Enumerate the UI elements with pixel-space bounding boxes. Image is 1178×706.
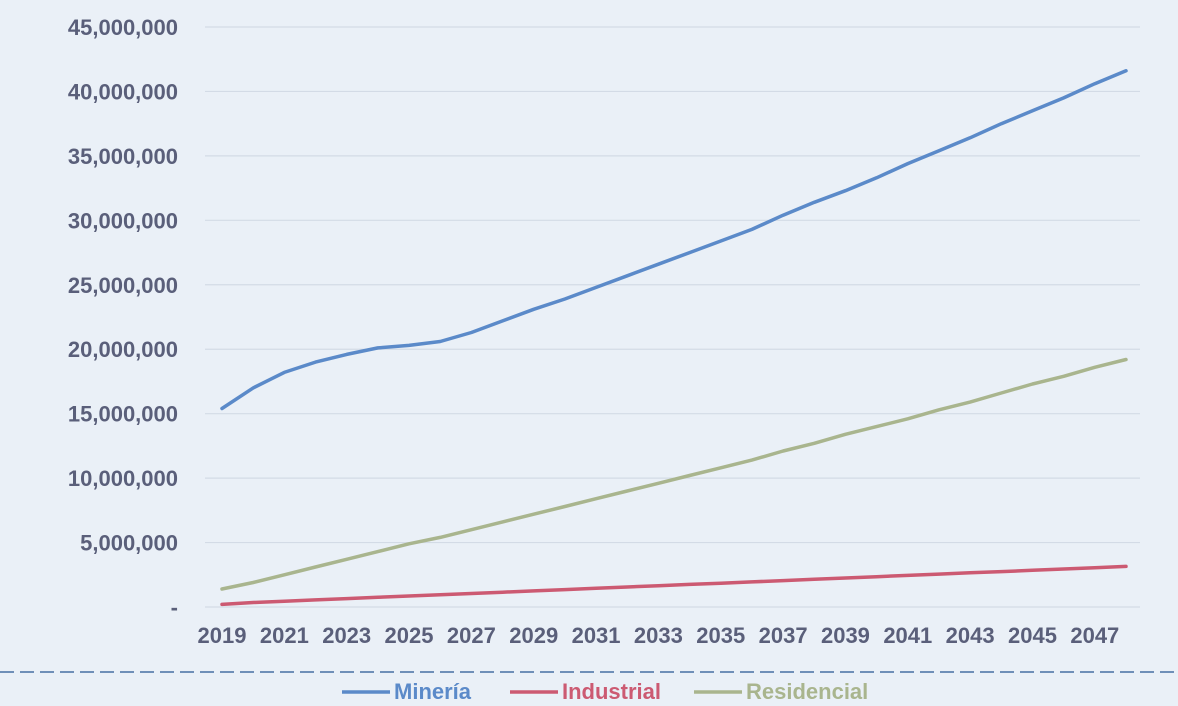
legend: Minería Industrial Residencial xyxy=(342,679,868,704)
series-lines xyxy=(220,69,1128,607)
y-tick-label: - xyxy=(171,595,178,620)
x-tick-label: 2035 xyxy=(696,623,745,648)
gridlines xyxy=(205,26,1140,608)
y-tick-label: 15,000,000 xyxy=(68,402,178,427)
x-axis: 2019 2021 2023 2025 2027 2029 2031 2033 2035 2037… xyxy=(198,623,1120,648)
x-tick-label: 2033 xyxy=(634,623,683,648)
x-tick-label: 2043 xyxy=(946,623,995,648)
series-line-industrial xyxy=(220,564,1128,607)
x-tick-label: 2021 xyxy=(260,623,309,648)
y-tick-label: 5,000,000 xyxy=(80,531,178,556)
series-line-residencial xyxy=(220,357,1128,591)
legend-label: Industrial xyxy=(562,679,661,704)
y-tick-label: 35,000,000 xyxy=(68,144,178,169)
y-axis: - 5,000,000 10,000,000 15,000,000 20,000,000… xyxy=(68,15,178,620)
x-tick-label: 2023 xyxy=(322,623,371,648)
y-tick-label: 40,000,000 xyxy=(68,79,178,104)
y-tick-label: 10,000,000 xyxy=(68,466,178,491)
x-tick-label: 2039 xyxy=(821,623,870,648)
x-tick-label: 2027 xyxy=(447,623,496,648)
x-tick-label: 2019 xyxy=(198,623,247,648)
y-tick-label: 45,000,000 xyxy=(68,15,178,40)
x-tick-label: 2037 xyxy=(759,623,808,648)
y-tick-label: 30,000,000 xyxy=(68,208,178,233)
legend-label: Residencial xyxy=(746,679,868,704)
legend-label: Minería xyxy=(394,679,472,704)
x-tick-label: 2047 xyxy=(1070,623,1119,648)
x-tick-label: 2031 xyxy=(572,623,621,648)
series-line-miner-a xyxy=(220,69,1128,411)
y-tick-label: 20,000,000 xyxy=(68,337,178,362)
x-tick-label: 2045 xyxy=(1008,623,1057,648)
x-tick-label: 2029 xyxy=(509,623,558,648)
y-tick-label: 25,000,000 xyxy=(68,273,178,298)
x-tick-label: 2025 xyxy=(385,623,434,648)
x-tick-label: 2041 xyxy=(883,623,932,648)
